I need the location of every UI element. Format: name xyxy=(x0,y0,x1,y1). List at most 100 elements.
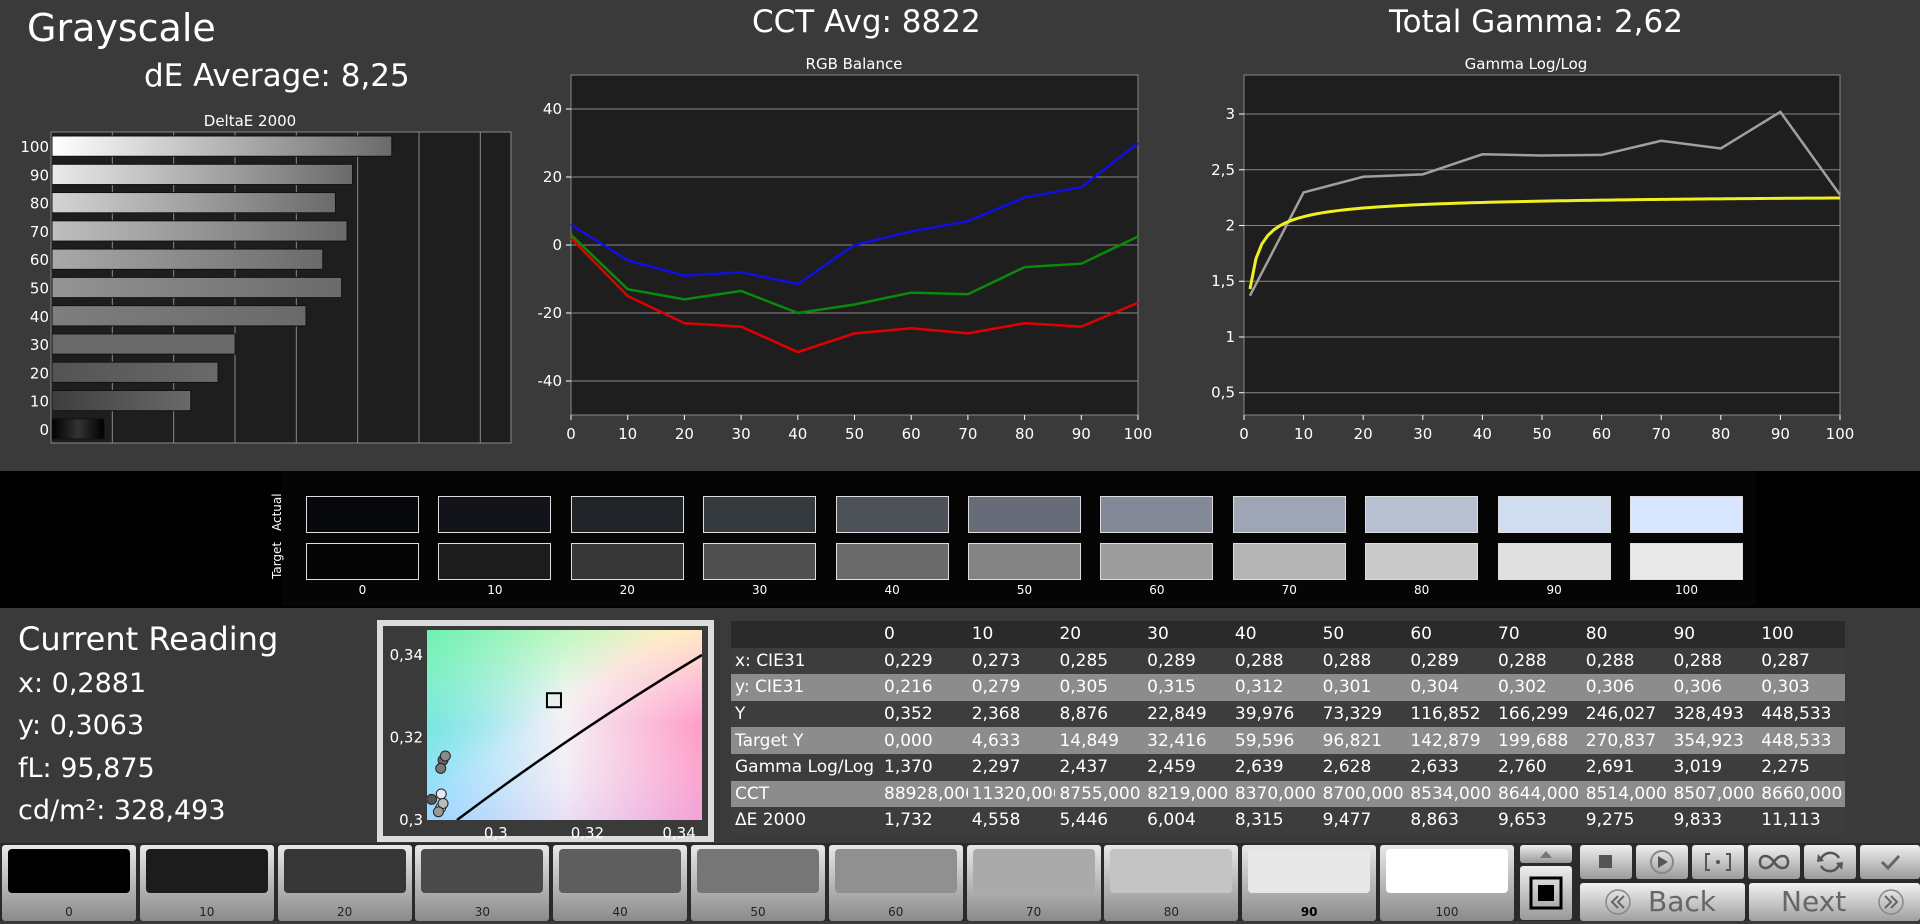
table-cell: 270,837 xyxy=(1585,730,1657,751)
table-cell: 1,732 xyxy=(884,810,933,831)
cie-ytick: 0,34 xyxy=(390,646,423,664)
cie-point xyxy=(437,797,449,809)
swatch-button-10[interactable]: 10 xyxy=(139,845,274,921)
actual-patch-90 xyxy=(1497,496,1611,533)
swatch-label: 90 xyxy=(1300,905,1318,919)
table-header-cell: 20 xyxy=(1059,624,1082,645)
deltae-ytick: 10 xyxy=(30,393,49,411)
table-cell: 8534,000 xyxy=(1410,783,1492,804)
deltae-ytick: 80 xyxy=(30,195,49,213)
continuous-button[interactable] xyxy=(1748,845,1800,879)
deltae-bar-40 xyxy=(51,305,307,327)
swatch-button-100[interactable]: 100 xyxy=(1380,845,1514,921)
table-cell: 9,653 xyxy=(1498,810,1547,831)
swatch-button-60[interactable]: 60 xyxy=(828,845,963,921)
swatch-label: 70 xyxy=(1025,905,1042,919)
swatch-label: 50 xyxy=(750,905,766,919)
table-cell: 448,533 xyxy=(1761,704,1832,725)
cie-xtick: 0,34 xyxy=(662,824,695,842)
rgb-ytick: -20 xyxy=(538,304,563,322)
deltae-ytick: 90 xyxy=(30,166,49,184)
rgb-xtick: 20 xyxy=(675,425,694,443)
target-patch-10 xyxy=(438,543,552,580)
gam-xtick: 10 xyxy=(1294,425,1313,443)
deltae-bar-30 xyxy=(51,333,236,355)
swatch-color xyxy=(1386,849,1508,893)
swatch-button-0[interactable]: 0 xyxy=(2,845,136,921)
gam-ytick: 1 xyxy=(1225,328,1235,346)
rgb-chart-title: RGB Balance xyxy=(806,55,903,73)
reading-x: x: 0,2881 xyxy=(18,668,147,699)
table-cell: 6,004 xyxy=(1147,810,1196,831)
actual-patch-60 xyxy=(1100,496,1214,533)
cie-ytick: 0,32 xyxy=(390,728,423,746)
deltae-ytick: 30 xyxy=(30,336,49,354)
table-cell: 59,596 xyxy=(1234,730,1295,751)
table-cell: 0,287 xyxy=(1761,650,1810,671)
target-patch-70 xyxy=(1232,543,1346,580)
back-button[interactable]: Back xyxy=(1580,883,1745,921)
table-cell: 2,297 xyxy=(971,757,1021,778)
swatch-button-20[interactable]: 20 xyxy=(277,845,412,921)
table-cell: 2,275 xyxy=(1761,757,1810,778)
table-row-label: Target Y xyxy=(735,730,804,751)
deltae-bar-60 xyxy=(51,248,324,270)
swatch-label: 80 xyxy=(1163,905,1180,919)
table-cell: 8219,000 xyxy=(1147,783,1229,804)
table-row-label: Gamma Log/Log xyxy=(735,757,874,778)
gam-xtick: 30 xyxy=(1413,425,1432,443)
confirm-button[interactable] xyxy=(1860,845,1920,879)
table-cell: 8507,000 xyxy=(1673,783,1755,804)
swatch-label: 10 xyxy=(199,905,215,919)
triangle-up-icon xyxy=(1540,851,1552,858)
swatch-button-30[interactable]: 30 xyxy=(415,845,550,921)
table-header-cell: 10 xyxy=(971,624,994,645)
swatch-button-40[interactable]: 40 xyxy=(553,845,688,921)
table-cell: 0,229 xyxy=(884,650,933,671)
gam-series-line xyxy=(1248,110,1842,297)
table-row-label: ΔE 2000 xyxy=(735,810,807,831)
measure-button[interactable] xyxy=(1692,845,1744,879)
swatch-label: 0 xyxy=(65,905,73,919)
table-header-cell: 30 xyxy=(1147,624,1169,645)
swatch-button-70[interactable]: 70 xyxy=(966,845,1101,921)
play-button[interactable] xyxy=(1636,845,1688,879)
refresh-button[interactable] xyxy=(1804,845,1856,879)
cie-point xyxy=(439,750,451,762)
rgb-xtick: 60 xyxy=(902,425,921,443)
rgb-ytick: 40 xyxy=(543,100,562,118)
swatch-button-80[interactable]: 80 xyxy=(1104,845,1239,921)
table-cell: 96,821 xyxy=(1322,730,1383,751)
stop-button[interactable] xyxy=(1580,845,1632,879)
deltae-bar-10 xyxy=(51,389,192,412)
table-row: ΔE 2000 1,732 4,558 5,446 6,004 8,315 9,477 8,8… xyxy=(731,807,1845,834)
table-header-cell: 40 xyxy=(1234,624,1257,645)
swatch-button-50[interactable]: 50 xyxy=(691,845,825,921)
swatch-button-90[interactable]: 90 xyxy=(1242,845,1377,921)
rgb-xtick: 70 xyxy=(958,425,977,443)
table-cell: 11,113 xyxy=(1761,810,1821,831)
table-cell: 2,459 xyxy=(1147,757,1196,778)
table-cell: 0,288 xyxy=(1673,650,1723,671)
deltae-ytick: 40 xyxy=(30,308,49,326)
page-title: Grayscale xyxy=(27,6,216,50)
rgb-xtick: 90 xyxy=(1072,425,1091,443)
scroll-up-button[interactable] xyxy=(1520,845,1572,863)
table-cell: 5,446 xyxy=(1059,810,1109,831)
rgb-series-line xyxy=(570,237,1139,354)
table-cell: 2,639 xyxy=(1234,757,1284,778)
cie-target-marker xyxy=(545,692,562,709)
swatch-label: 30 xyxy=(474,905,491,919)
table-header-cell: 90 xyxy=(1673,624,1696,645)
stop-measure-button[interactable] xyxy=(1520,866,1572,920)
table-cell: 8660,000 xyxy=(1761,783,1843,804)
table-cell: 0,302 xyxy=(1498,677,1547,698)
stop-icon xyxy=(1599,855,1612,868)
next-button[interactable]: Next xyxy=(1749,883,1920,921)
table-cell: 0,305 xyxy=(1059,677,1109,698)
swatch-color xyxy=(972,849,1095,893)
deltae-ytick: 100 xyxy=(20,138,49,156)
table-row-label: Y xyxy=(735,704,746,725)
gam-ytick: 0,5 xyxy=(1211,384,1235,402)
swatch-color xyxy=(145,849,268,893)
